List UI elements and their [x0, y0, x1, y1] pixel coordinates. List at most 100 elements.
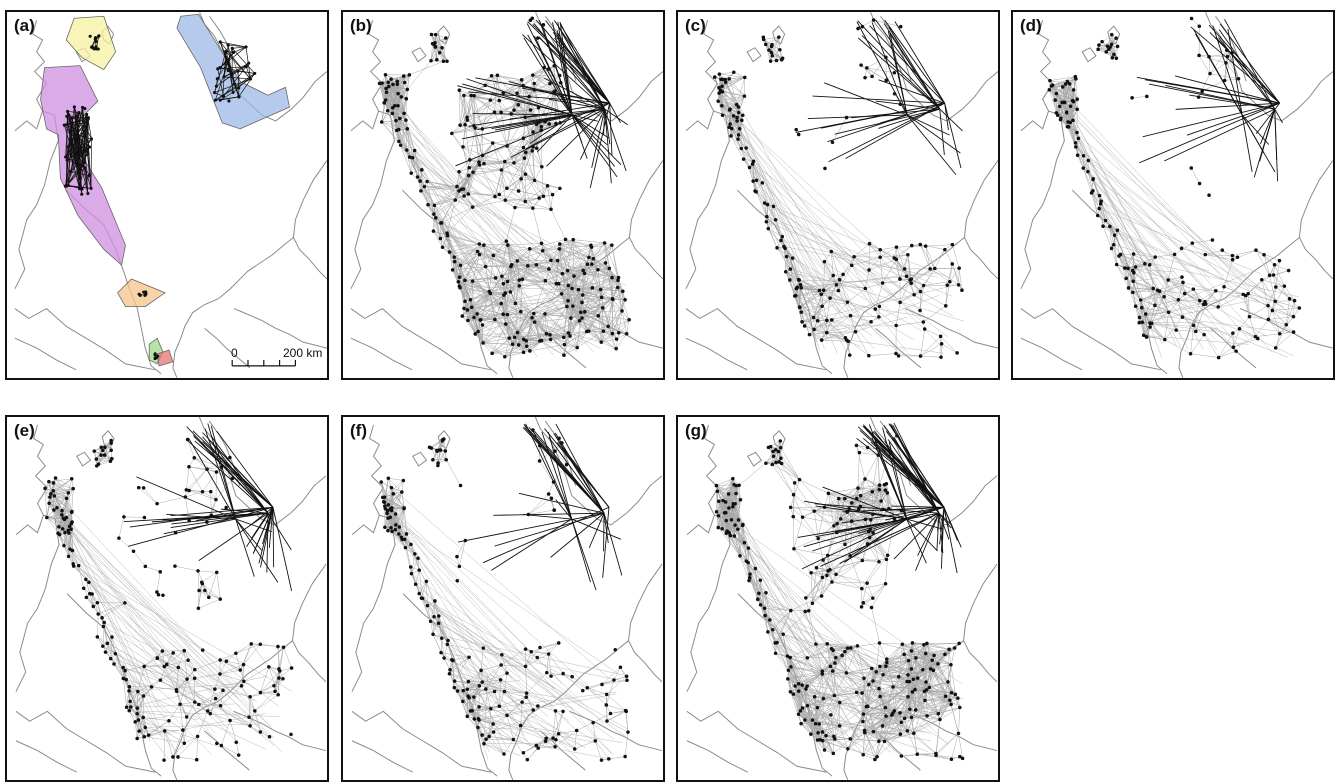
edge-light	[472, 172, 496, 197]
site-node	[610, 243, 614, 247]
site-node	[89, 137, 94, 141]
edge-light	[1064, 102, 1177, 304]
edge-light	[420, 190, 435, 206]
edge-light	[754, 190, 883, 340]
edge-light	[513, 146, 534, 164]
edge-light	[434, 205, 597, 314]
site-node	[521, 136, 526, 140]
edge-light	[1248, 293, 1273, 311]
site-node	[458, 263, 463, 268]
edge-light	[1099, 208, 1261, 274]
edge-light	[1218, 294, 1244, 308]
edge-dark	[571, 114, 616, 167]
site-node	[1254, 248, 1258, 252]
edge-light	[449, 251, 455, 262]
edge-light	[605, 262, 619, 281]
site-node	[1225, 48, 1229, 52]
edge-light	[533, 313, 551, 335]
edge-light	[1120, 254, 1268, 337]
coastline-path	[172, 298, 219, 378]
site-node	[506, 243, 510, 247]
edge-light	[482, 145, 508, 156]
site-node	[570, 286, 574, 291]
site-node	[78, 187, 82, 191]
site-node	[1137, 320, 1141, 325]
edge-dark	[1224, 19, 1276, 110]
edge-light	[1149, 312, 1169, 324]
coastline-path	[880, 15, 912, 82]
edge-light	[865, 282, 883, 289]
site-node	[559, 292, 564, 296]
site-node	[470, 279, 475, 283]
edge-light	[601, 341, 617, 349]
site-node	[581, 268, 585, 273]
edge-light	[504, 138, 524, 162]
edge-light	[56, 492, 69, 508]
edge-light	[768, 228, 786, 249]
coastline-path	[233, 308, 327, 349]
scale-bar	[231, 359, 296, 367]
site-node	[386, 80, 391, 85]
edge-dark	[1255, 102, 1281, 135]
edge-light	[1101, 200, 1275, 299]
edge-light	[506, 188, 519, 192]
edge-dark	[869, 25, 945, 104]
site-node	[616, 278, 620, 283]
site-node	[800, 320, 804, 324]
edge-light	[1149, 264, 1154, 289]
site-node	[867, 268, 871, 272]
edge-light	[482, 155, 502, 171]
edge-light	[1132, 292, 1136, 307]
edge-dark	[232, 46, 247, 49]
coastline-path	[217, 640, 293, 702]
site-node	[822, 259, 827, 264]
edge-light	[392, 113, 512, 270]
edge-light	[504, 338, 510, 357]
edge-light	[920, 244, 931, 269]
site-node	[497, 98, 502, 103]
site-node	[213, 91, 217, 95]
site-node	[540, 249, 545, 253]
edge-light	[514, 207, 533, 209]
edge-light	[409, 61, 444, 76]
site-node	[590, 262, 594, 266]
edge-dark	[1208, 24, 1280, 104]
edge-dark	[552, 22, 573, 116]
edge-light	[906, 276, 915, 295]
edge-light	[598, 315, 617, 349]
edge-light	[490, 92, 504, 101]
site-node	[610, 331, 615, 336]
edge-light	[584, 311, 602, 343]
edge-light	[1268, 319, 1280, 334]
coastline-path	[350, 337, 413, 371]
edge-light	[480, 298, 551, 320]
edge-dark	[219, 41, 251, 80]
edge-light	[449, 243, 480, 253]
site-node	[566, 299, 570, 303]
site-node	[415, 175, 420, 179]
site-node	[1222, 78, 1227, 83]
edge-light	[468, 164, 480, 176]
site-node	[441, 59, 446, 64]
site-node	[500, 274, 504, 279]
site-node	[566, 283, 571, 288]
site-node	[906, 252, 910, 257]
edge-light	[851, 265, 866, 289]
edge-light	[459, 287, 478, 315]
site-node	[1255, 336, 1260, 341]
site-node	[767, 48, 771, 52]
site-node	[1230, 253, 1235, 258]
site-node	[542, 65, 546, 70]
site-node	[483, 83, 487, 88]
edge-light	[559, 248, 575, 277]
edge-light	[492, 352, 524, 354]
edge-light	[482, 284, 617, 344]
edge-dark	[65, 131, 85, 158]
edge-light	[491, 323, 506, 354]
site-node	[1073, 141, 1078, 145]
site-node	[433, 216, 438, 220]
edge-dark	[1274, 108, 1283, 124]
site-node	[1101, 224, 1105, 228]
edge-light	[414, 150, 559, 298]
edge-light	[899, 254, 909, 280]
